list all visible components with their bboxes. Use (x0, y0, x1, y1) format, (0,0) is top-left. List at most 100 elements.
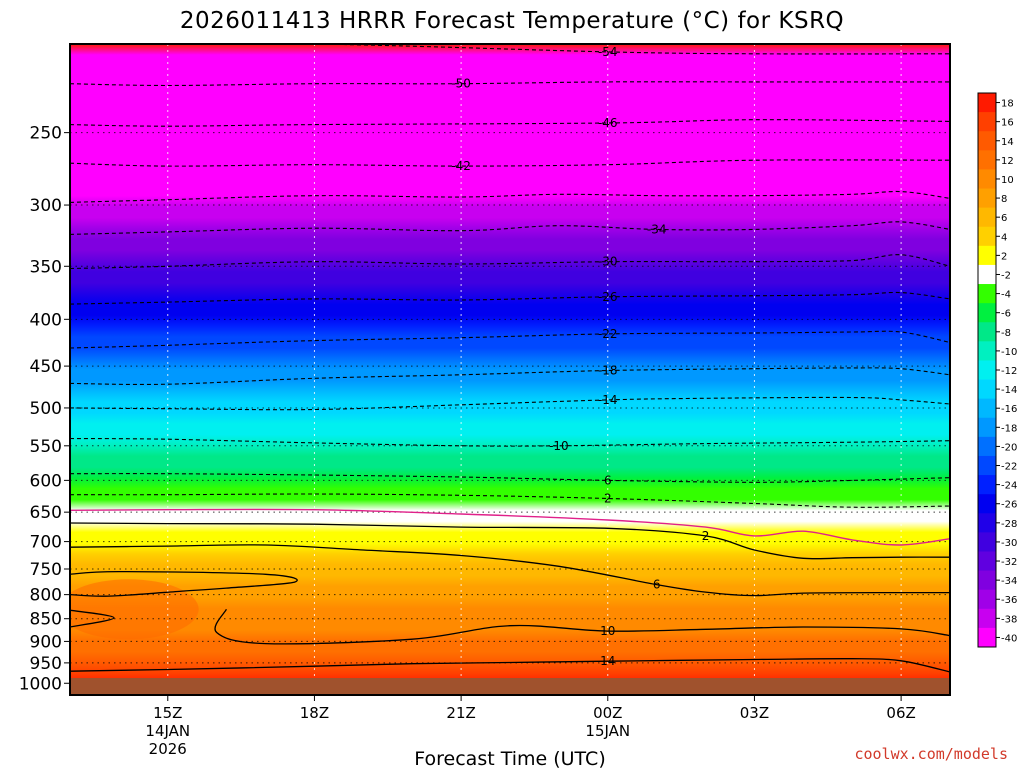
colorbar-label: -32 (1001, 557, 1017, 568)
colorbar-label: 4 (1001, 232, 1007, 243)
isotherm-label: 10 (600, 624, 615, 638)
colorbar-swatch (978, 455, 996, 476)
x-tick-label: 18Z (300, 704, 329, 722)
colorbar-label: 12 (1001, 156, 1014, 167)
isotherm-label: -42 (451, 159, 471, 173)
colorbar-label: 14 (1001, 137, 1014, 148)
x-tick-label: 00Z (593, 704, 622, 722)
isotherm-label: -22 (598, 327, 618, 341)
colorbar-label: -22 (1001, 462, 1017, 473)
colorbar-swatch (978, 608, 996, 629)
colorbar-swatch (978, 532, 996, 552)
isotherm-label: -26 (598, 290, 618, 304)
colorbar-label: -14 (1001, 385, 1017, 396)
isotherm-line (70, 658, 950, 673)
colorbar-swatch (978, 93, 996, 113)
colorbar-swatch (978, 169, 996, 190)
isotherm-line (70, 609, 115, 628)
colorbar-swatch (978, 188, 996, 209)
colorbar-swatch (978, 264, 996, 285)
isotherm-label: 6 (604, 473, 612, 487)
colorbar-label: -20 (1001, 442, 1017, 453)
colorbar-swatch (978, 570, 996, 591)
isotherm-line (70, 81, 950, 87)
colorbar-label: 10 (1001, 175, 1014, 186)
isotherm-line (70, 44, 950, 55)
y-tick-label: 300 (30, 196, 62, 216)
colorbar-swatch (978, 379, 996, 400)
isotherm-label: 6 (653, 578, 661, 592)
y-tick-label: 450 (30, 357, 62, 377)
x-axis-label: Forecast Time (UTC) (414, 748, 605, 768)
x-tick-label: 06Z (886, 704, 915, 722)
y-tick-label: 550 (30, 437, 62, 457)
chart-title: 2026011413 HRRR Forecast Temperature (°C… (180, 8, 844, 34)
colorbar-label: -4 (1001, 290, 1011, 301)
y-tick-label: 900 (30, 632, 62, 652)
colorbar-label: -2 (1001, 270, 1011, 281)
plot-area: -54 -50 -46 -42 -34 -30 -26 -22 -18 -14 -10 6 2 2 6 10 1… (69, 43, 951, 696)
isotherm-line (70, 437, 950, 447)
isotherm-line (214, 608, 950, 645)
isotherm-line (70, 522, 950, 560)
isotherm-line (70, 190, 950, 203)
colorbar-label: -16 (1001, 404, 1017, 415)
colorbar-swatch (978, 131, 996, 151)
x-tick-label: 15Z (153, 704, 182, 722)
isotherm-contours: -54 -50 -46 -42 -34 -30 -26 -22 -18 -14 -10 6 2 2 6 10 1… (70, 44, 950, 692)
isotherm-label: -34 (647, 222, 667, 236)
colorbar-swatch (978, 513, 996, 533)
y-tick-label: 850 (30, 610, 62, 630)
isotherm-line (70, 221, 950, 235)
plot-frame (69, 43, 951, 696)
isotherm-label: -46 (598, 116, 618, 130)
isotherm-label: -10 (549, 439, 569, 453)
isotherm-line (70, 473, 950, 483)
colorbar-label: -26 (1001, 500, 1017, 511)
isotherm-line (70, 159, 950, 167)
colorbar-label: -6 (1001, 309, 1011, 320)
isotherm-label: -50 (451, 77, 471, 91)
colorbar-label: 18 (1001, 99, 1014, 110)
y-tick-label: 400 (30, 310, 62, 330)
colorbar-label: -38 (1001, 614, 1017, 625)
isotherm-label: 2 (604, 491, 612, 505)
isotherm-label: -30 (598, 255, 618, 269)
y-tick-label: 500 (30, 399, 62, 419)
colorbar-label: 16 (1001, 118, 1014, 129)
colorbar-label: -28 (1001, 519, 1017, 530)
colorbar-swatch (978, 284, 996, 304)
colorbar-label: -36 (1001, 595, 1017, 606)
y-tick-label: 1000 (19, 674, 62, 694)
isotherm-line (70, 508, 950, 546)
colorbar-label: -10 (1001, 347, 1017, 358)
y-tick-label: 250 (30, 124, 62, 144)
y-tick-label: 800 (30, 586, 62, 606)
colorbar: 18 16 14 12 10 8 6 4 2 -2 -4 -6 -8 -10 -12 -14 -16 -18 -20… (977, 92, 1017, 648)
y-tick-label: 700 (30, 533, 62, 553)
colorbar-swatch (978, 341, 996, 361)
isotherm-line (70, 367, 950, 386)
temperature-field (70, 44, 950, 695)
colorbar-swatch (978, 360, 996, 381)
isotherm-line (70, 570, 298, 597)
colorbar-swatch (978, 627, 996, 648)
isotherm-line (70, 119, 950, 127)
isotherm-label: -18 (598, 363, 618, 377)
isotherm-line (70, 291, 950, 305)
colorbar-label: -8 (1001, 328, 1011, 339)
colorbar-swatch (978, 551, 996, 572)
field-overlays (70, 579, 199, 640)
y-tick-label: 750 (30, 560, 62, 580)
colorbar-label: -34 (1001, 576, 1017, 587)
isotherm-label: -14 (598, 393, 618, 407)
colorbar-swatch (978, 417, 996, 438)
x-tick-label: 03Z (740, 704, 769, 722)
colorbar-swatch (978, 150, 996, 170)
colorbar-swatch (978, 303, 996, 323)
colorbar-swatch (978, 322, 996, 342)
colorbar-swatch (978, 112, 996, 132)
colorbar-swatch (978, 245, 996, 266)
